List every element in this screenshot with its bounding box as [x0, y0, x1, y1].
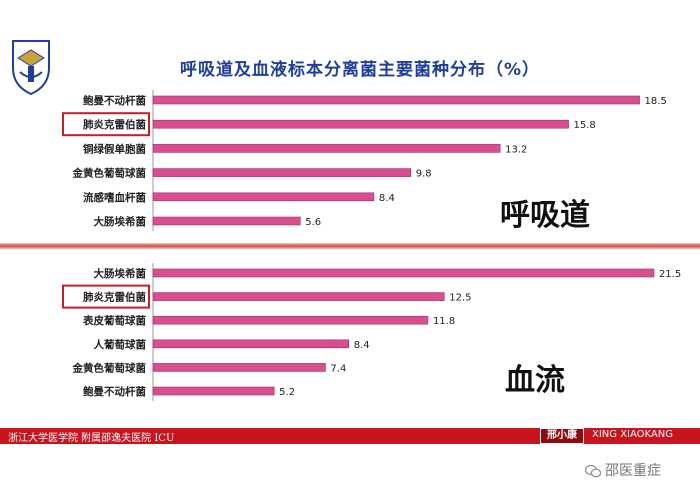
- bar: [152, 363, 326, 372]
- category-label: 大肠埃希菌: [94, 215, 147, 228]
- bar: [152, 192, 375, 202]
- bar: [152, 268, 655, 278]
- bar: [152, 292, 445, 301]
- bar: [152, 315, 429, 325]
- category-label: 金黄色葡萄球菌: [72, 167, 147, 180]
- value-label: 7.4: [330, 363, 346, 374]
- footer-author-badge: 邢小康: [540, 428, 584, 444]
- highlight-box: [62, 112, 150, 137]
- category-label: 铜绿假单胞菌: [83, 142, 146, 155]
- value-label: 15.8: [574, 120, 596, 131]
- category-label: 肺炎克雷伯菌: [83, 118, 146, 131]
- university-logo-icon: [12, 40, 50, 96]
- bar: [152, 339, 350, 349]
- section-divider: [0, 243, 700, 249]
- bar: [152, 168, 412, 177]
- category-label: 人葡萄球菌: [94, 338, 147, 351]
- category-label: 流感嗜血杆菌: [83, 191, 146, 204]
- category-label: 金黄色葡萄球菌: [72, 361, 147, 374]
- bar: [152, 119, 569, 129]
- value-label: 8.4: [379, 193, 395, 204]
- watermark-text: 邵医重症: [605, 463, 661, 479]
- value-label: 12.5: [449, 293, 471, 304]
- value-label: 11.8: [433, 316, 455, 327]
- bar: [152, 95, 640, 105]
- category-label: 大肠埃希菌: [94, 267, 147, 280]
- bar: [152, 144, 501, 153]
- footer-institution: 浙江大学医学院 附属邵逸夫医院 ICU: [8, 433, 175, 444]
- value-label: 21.5: [659, 269, 681, 280]
- footer-author-name: XING XIAOKANG: [592, 429, 673, 440]
- value-label: 5.6: [305, 217, 321, 228]
- footer-bar: 浙江大学医学院 附属邵逸夫医院 ICU 邢小康 XING XIAOKANG: [0, 428, 700, 444]
- panel-label-respiratory: 呼吸道: [500, 198, 590, 233]
- watermark: 邵医重症: [585, 460, 661, 480]
- wechat-icon: [585, 464, 601, 477]
- value-label: 9.8: [416, 169, 432, 180]
- panel-label-blood: 血流: [505, 363, 565, 398]
- bar: [152, 216, 301, 226]
- highlight-box: [62, 284, 150, 309]
- value-label: 8.4: [354, 340, 370, 351]
- category-label: 表皮葡萄球菌: [82, 314, 146, 327]
- category-label: 肺炎克雷伯菌: [83, 291, 146, 304]
- value-label: 5.2: [279, 387, 295, 398]
- chart-title: 呼吸道及血液标本分离菌主要菌种分布（%）: [179, 60, 541, 80]
- category-label: 鲍曼不动杆菌: [83, 385, 146, 398]
- bar: [152, 386, 275, 396]
- value-label: 13.2: [505, 144, 527, 155]
- category-label: 鲍曼不动杆菌: [83, 94, 146, 107]
- value-label: 18.5: [645, 96, 667, 107]
